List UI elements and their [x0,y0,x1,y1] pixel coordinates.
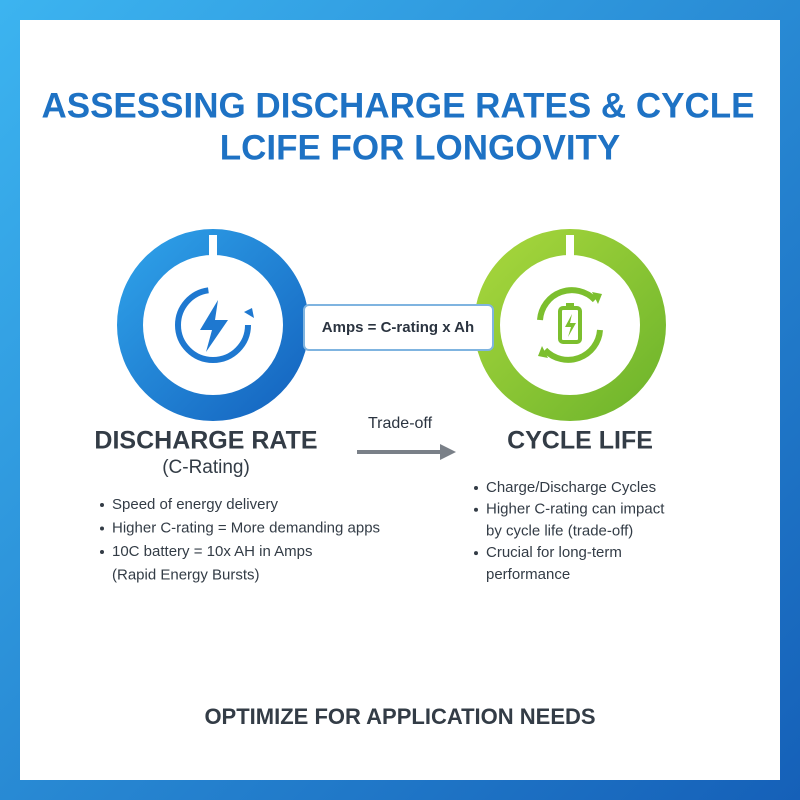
bullet-text: Crucial for long-term [486,544,622,561]
title-line: LCIFE FOR LONGOVITY [220,128,621,167]
bullet-text: Charge/Discharge Cycles [486,479,656,496]
arrow-head [440,444,456,460]
bullet-dot [100,550,104,554]
section-heading: CYCLE LIFE [507,427,653,455]
arrow-label: Trade-off [368,415,433,432]
section-heading: DISCHARGE RATE [94,427,317,455]
bullet-text: by cycle life (trade-off) [486,522,633,539]
bullet-text: Higher C-rating can impact [486,501,665,518]
formula-box [303,304,494,351]
formula: Amps = C-rating x Ah [322,319,474,336]
title-line: ASSESSING DISCHARGE RATES & CYCLE [41,86,754,125]
bullet-text: 10C battery = 10x AH in Amps [112,543,313,560]
bullet-dot [474,486,478,490]
bullet-dot [100,526,104,531]
bullet-dot [474,551,478,556]
bullet-text: Speed of energy delivery [112,496,278,513]
section-subheading: (C-Rating) [162,457,250,478]
bullet-dot [100,503,104,507]
bullet-text: Higher C-rating = More demanding apps [112,519,380,536]
bullet-text: performance [486,566,570,583]
panel [20,20,780,780]
bullet-text: (Rapid Energy Bursts) [112,566,260,583]
discharge-icon [117,229,309,421]
bullet-dot [474,507,478,512]
footer: OPTIMIZE FOR APPLICATION NEEDS [204,704,595,729]
